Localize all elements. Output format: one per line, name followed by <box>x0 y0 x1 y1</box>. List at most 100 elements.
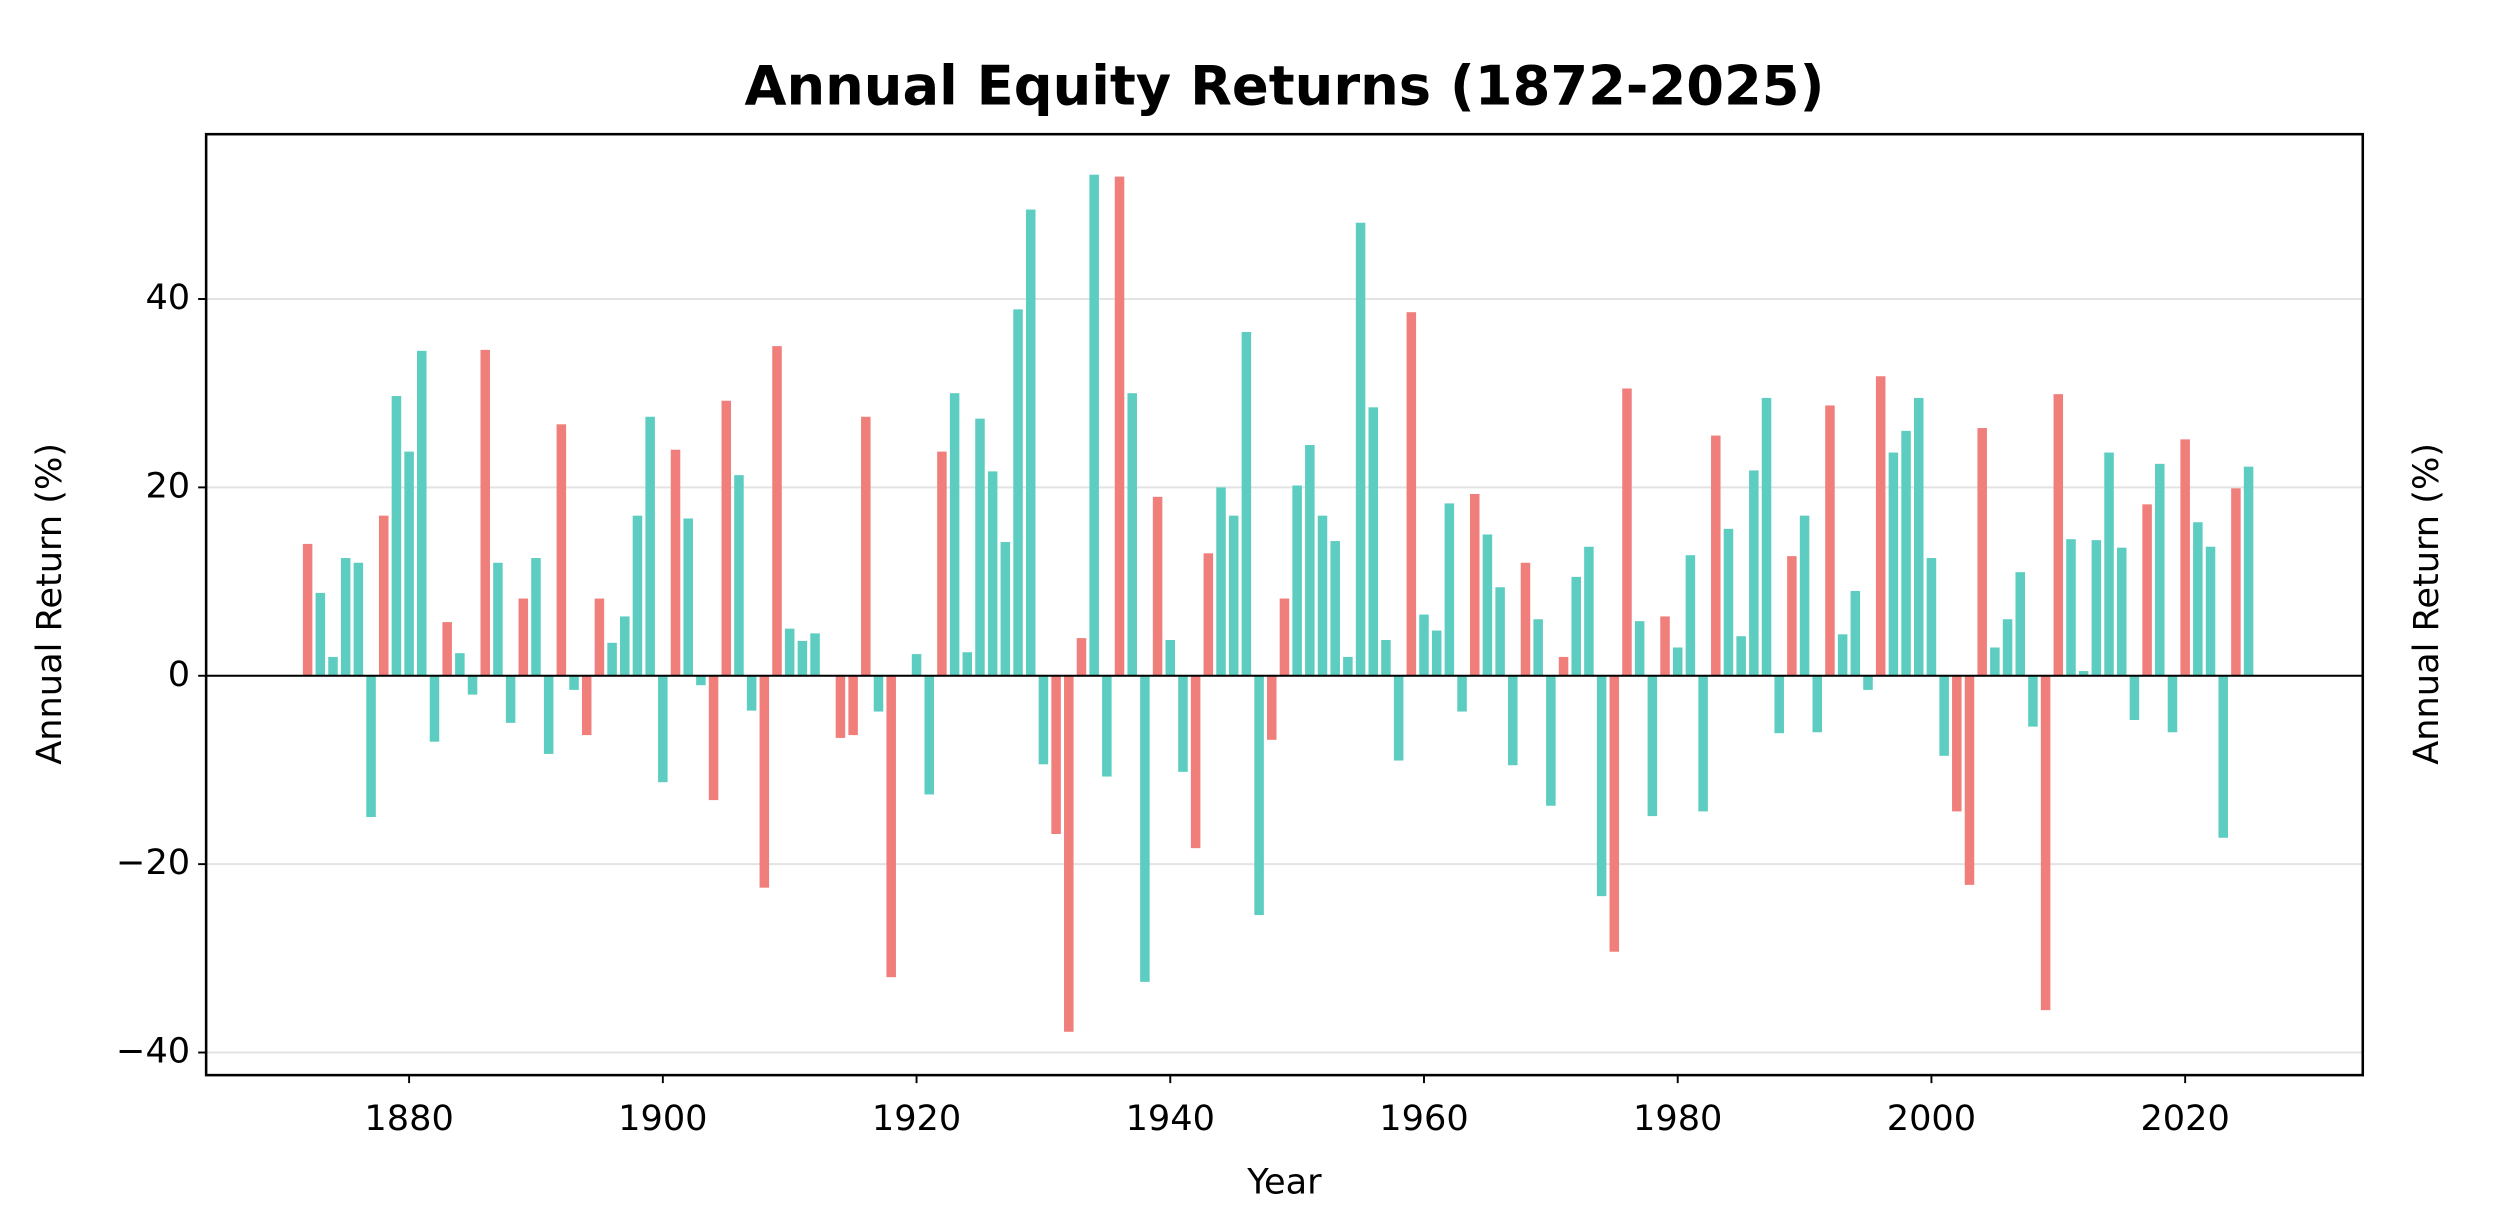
bar <box>505 675 516 723</box>
bar <box>1685 555 1696 676</box>
bar <box>1089 174 1099 676</box>
bar <box>1698 675 1708 812</box>
bar <box>962 652 973 676</box>
bar <box>1444 503 1455 676</box>
chart-title: Annual Equity Returns (1872-2025) <box>744 55 1824 118</box>
bar <box>442 622 452 676</box>
bar <box>569 675 579 690</box>
bar <box>2078 671 2089 676</box>
bar <box>1267 675 1277 740</box>
y-tick-label: 0 <box>168 654 190 695</box>
bar <box>1736 636 1746 676</box>
bar <box>1469 493 1480 676</box>
bar <box>1787 556 1797 676</box>
bar <box>1863 675 1873 690</box>
bar <box>1152 496 1163 676</box>
x-tick-label: 1900 <box>618 1098 707 1139</box>
bar <box>620 616 630 676</box>
bar <box>1901 430 1911 676</box>
bar <box>1977 428 1987 676</box>
bar <box>1203 553 1214 676</box>
bar <box>1964 675 1975 885</box>
bar <box>1292 485 1302 676</box>
bar <box>1774 675 1784 734</box>
bar <box>1127 393 1137 676</box>
bar <box>937 451 947 676</box>
bar <box>366 675 376 818</box>
bar <box>1051 675 1061 835</box>
x-tick-label: 2020 <box>2140 1098 2229 1139</box>
bar <box>2180 439 2190 676</box>
bar <box>1990 647 2000 676</box>
bar <box>2053 394 2064 676</box>
bar <box>2193 522 2203 676</box>
bar <box>1330 541 1340 676</box>
bar <box>1064 675 1074 1032</box>
bar <box>1520 562 1531 676</box>
bar <box>1584 546 1594 676</box>
bar <box>1317 515 1328 676</box>
y-tick-label: 20 <box>145 465 190 506</box>
bar <box>632 515 643 676</box>
bar <box>1343 656 1353 676</box>
bar <box>1038 675 1049 765</box>
bar <box>1190 675 1201 849</box>
bar <box>1406 312 1417 676</box>
x-tick-label: 2000 <box>1887 1098 1976 1139</box>
bar <box>1812 675 1823 733</box>
bar <box>1355 222 1366 676</box>
bar <box>1305 445 1315 676</box>
y2-axis-label: Annual Return (%) <box>2406 443 2447 765</box>
bar <box>1660 616 1670 676</box>
bar <box>1875 376 1886 676</box>
bar <box>1140 675 1150 982</box>
bar <box>1546 675 1556 806</box>
bar <box>848 675 858 736</box>
bar <box>1533 619 1543 676</box>
bar <box>1228 515 1239 676</box>
bar <box>404 451 414 676</box>
bar <box>2142 504 2152 676</box>
bar <box>328 656 338 676</box>
bar <box>1558 656 1569 676</box>
bar <box>2066 539 2076 676</box>
bar <box>987 471 998 676</box>
bar <box>696 675 706 686</box>
x-tick-label: 1880 <box>364 1098 453 1139</box>
bar <box>1634 621 1645 676</box>
bar <box>543 675 554 754</box>
bar <box>1799 515 1810 676</box>
bar <box>708 675 719 801</box>
bar <box>467 675 478 695</box>
bar <box>1482 534 1493 676</box>
bar <box>417 350 427 676</box>
bar <box>2231 488 2241 676</box>
bar <box>784 628 795 676</box>
bar <box>340 558 351 676</box>
bar <box>1761 397 1772 676</box>
bar <box>873 675 884 712</box>
bar <box>746 675 757 711</box>
bar <box>1711 435 1721 676</box>
bar <box>2002 619 2013 676</box>
bar <box>378 515 389 676</box>
x-tick-label: 1920 <box>872 1098 961 1139</box>
bar <box>1571 576 1581 676</box>
bar <box>1076 638 1087 676</box>
bar <box>556 424 567 676</box>
bar <box>797 640 808 676</box>
bar <box>1431 630 1442 676</box>
bar <box>835 675 846 738</box>
bar <box>924 675 934 795</box>
plot-frame <box>204 132 2365 1077</box>
bar <box>1952 675 1962 812</box>
bar <box>734 475 744 676</box>
bar <box>721 400 732 676</box>
bar <box>1114 176 1125 676</box>
bar <box>391 396 402 676</box>
bar <box>581 675 592 736</box>
bar <box>975 418 985 676</box>
bar <box>1102 675 1112 777</box>
bar <box>2091 540 2102 676</box>
